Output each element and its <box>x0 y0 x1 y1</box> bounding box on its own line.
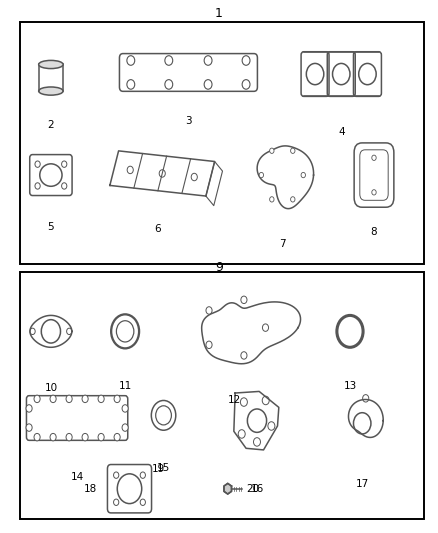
Circle shape <box>204 79 212 89</box>
Bar <box>20 272 424 519</box>
Circle shape <box>165 56 173 65</box>
Ellipse shape <box>39 60 63 69</box>
Text: 5: 5 <box>48 222 54 231</box>
Circle shape <box>82 395 88 402</box>
Ellipse shape <box>39 87 63 95</box>
Text: 12: 12 <box>228 395 241 405</box>
Circle shape <box>372 190 376 195</box>
Text: 19: 19 <box>152 464 166 473</box>
Circle shape <box>50 395 56 402</box>
Circle shape <box>206 341 212 349</box>
Text: 20: 20 <box>246 484 259 494</box>
Text: 1: 1 <box>215 7 223 20</box>
Circle shape <box>270 148 274 154</box>
Circle shape <box>26 405 32 412</box>
Text: 15: 15 <box>157 463 170 473</box>
Text: 10: 10 <box>44 383 57 393</box>
Circle shape <box>242 79 250 89</box>
Text: 14: 14 <box>71 472 84 482</box>
Circle shape <box>114 395 120 402</box>
Text: 16: 16 <box>251 484 264 495</box>
Circle shape <box>165 79 173 89</box>
Text: 7: 7 <box>279 239 286 249</box>
Circle shape <box>204 56 212 65</box>
Text: 2: 2 <box>48 120 54 130</box>
Circle shape <box>66 395 72 402</box>
Circle shape <box>262 324 268 332</box>
Circle shape <box>50 433 56 441</box>
Bar <box>20 22 424 264</box>
Circle shape <box>82 433 88 441</box>
Circle shape <box>66 433 72 441</box>
Circle shape <box>127 79 135 89</box>
Polygon shape <box>224 483 232 494</box>
Circle shape <box>98 395 104 402</box>
Circle shape <box>241 296 247 304</box>
Text: 9: 9 <box>215 261 223 274</box>
Text: 11: 11 <box>119 381 132 391</box>
Text: 8: 8 <box>371 227 377 237</box>
Text: 17: 17 <box>356 479 369 489</box>
Text: 4: 4 <box>338 127 345 136</box>
Text: 18: 18 <box>84 484 97 494</box>
Text: 6: 6 <box>155 224 161 234</box>
Circle shape <box>206 306 212 314</box>
Circle shape <box>127 56 135 65</box>
Circle shape <box>270 197 274 202</box>
Circle shape <box>34 433 40 441</box>
Text: 3: 3 <box>185 116 192 126</box>
Circle shape <box>242 56 250 65</box>
Circle shape <box>122 424 128 431</box>
Circle shape <box>290 197 295 202</box>
Circle shape <box>301 172 305 177</box>
Circle shape <box>290 148 295 154</box>
Circle shape <box>372 155 376 160</box>
Circle shape <box>259 172 264 177</box>
Circle shape <box>26 424 32 431</box>
Circle shape <box>241 352 247 359</box>
Circle shape <box>122 405 128 412</box>
Circle shape <box>114 433 120 441</box>
Text: 13: 13 <box>343 381 357 391</box>
Circle shape <box>34 395 40 402</box>
Circle shape <box>98 433 104 441</box>
